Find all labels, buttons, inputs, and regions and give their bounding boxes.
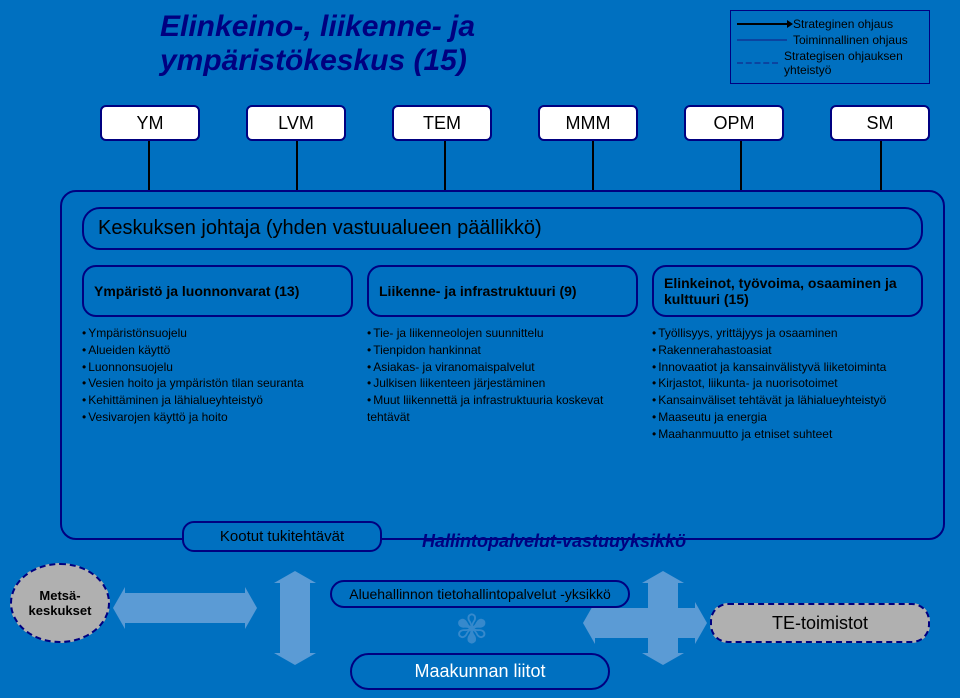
- column-header: Ympäristö ja luonnonvarat (13): [82, 265, 353, 317]
- column-header: Liikenne- ja infrastruktuuri (9): [367, 265, 638, 317]
- emblem-icon: ✾: [455, 607, 489, 653]
- list-item: Muut liikennettä ja infrastruktuuria kos…: [367, 392, 638, 426]
- list-item: Vesivarojen käyttö ja hoito: [82, 409, 353, 426]
- list-item: Vesien hoito ja ympäristön tilan seurant…: [82, 375, 353, 392]
- arrow-horizontal: [595, 608, 695, 638]
- column-items: Työllisyys, yrittäjyys ja osaaminen Rake…: [652, 325, 923, 443]
- arrow-horizontal: [125, 593, 245, 623]
- connector: [296, 141, 298, 190]
- list-item: Luonnonsuojelu: [82, 359, 353, 376]
- column-environment: Ympäristö ja luonnonvarat (13) Ympäristö…: [82, 265, 353, 443]
- column-header: Elinkeinot, työvoima, osaaminen ja kultt…: [652, 265, 923, 317]
- list-item: Maahanmuutto ja etniset suhteet: [652, 426, 923, 443]
- column-items: Tie- ja liikenneolojen suunnittelu Tienp…: [367, 325, 638, 426]
- column-transport: Liikenne- ja infrastruktuuri (9) Tie- ja…: [367, 265, 638, 443]
- connector: [592, 141, 594, 190]
- list-item: Maaseutu ja energia: [652, 409, 923, 426]
- list-item: Tienpidon hankinnat: [367, 342, 638, 359]
- list-item: Kirjastot, liikunta- ja nuorisotoimet: [652, 375, 923, 392]
- list-item: Julkisen liikenteen järjestäminen: [367, 375, 638, 392]
- ministries-row: YM LVM TEM MMM OPM SM: [100, 105, 930, 141]
- arrow-vertical: [280, 583, 310, 653]
- legend-label-coop: Strategisen ohjauksen yhteistyö: [784, 49, 923, 77]
- ministry-box: LVM: [246, 105, 346, 141]
- maakunnan-box: Maakunnan liitot: [350, 653, 610, 690]
- hallinto-label: Hallintopalvelut-vastuuyksikkö: [422, 531, 686, 552]
- list-item: Työllisyys, yrittäjyys ja osaaminen: [652, 325, 923, 342]
- list-item: Kansainväliset tehtävät ja lähialueyhtei…: [652, 392, 923, 409]
- kootut-box: Kootut tukitehtävät: [182, 521, 382, 552]
- ministry-box: OPM: [684, 105, 784, 141]
- ministry-box: TEM: [392, 105, 492, 141]
- legend-label-operational: Toiminnallinen ohjaus: [793, 33, 908, 47]
- director-box: Keskuksen johtaja (yhden vastuualueen pä…: [82, 207, 923, 250]
- metsa-box: Metsä-keskukset: [10, 563, 110, 643]
- list-item: Rakennerahastoasiat: [652, 342, 923, 359]
- list-item: Ympäristönsuojelu: [82, 325, 353, 342]
- list-item: Tie- ja liikenneolojen suunnittelu: [367, 325, 638, 342]
- list-item: Kehittäminen ja lähialueyhteistyö: [82, 392, 353, 409]
- page-title: Elinkeino-, liikenne- ja ympäristökeskus…: [160, 10, 610, 78]
- te-box: TE-toimistot: [710, 603, 930, 643]
- legend: Strateginen ohjaus Toiminnallinen ohjaus…: [730, 10, 930, 84]
- ministry-box: SM: [830, 105, 930, 141]
- list-item: Asiakas- ja viranomaispalvelut: [367, 359, 638, 376]
- list-item: Alueiden käyttö: [82, 342, 353, 359]
- legend-label-strategic: Strateginen ohjaus: [793, 17, 893, 31]
- alue-box: Aluehallinnon tietohallintopalvelut -yks…: [330, 580, 630, 608]
- ministry-box: YM: [100, 105, 200, 141]
- column-economy: Elinkeinot, työvoima, osaaminen ja kultt…: [652, 265, 923, 443]
- center-box: Keskuksen johtaja (yhden vastuualueen pä…: [60, 190, 945, 540]
- ministry-box: MMM: [538, 105, 638, 141]
- connector: [148, 141, 150, 190]
- connector: [740, 141, 742, 190]
- list-item: Innovaatiot ja kansainvälistyvä liiketoi…: [652, 359, 923, 376]
- legend-line-operational: [737, 39, 787, 41]
- legend-line-strategic: [737, 23, 787, 25]
- column-items: Ympäristönsuojelu Alueiden käyttö Luonno…: [82, 325, 353, 426]
- connector: [880, 141, 882, 190]
- legend-line-coop: [737, 62, 778, 64]
- connector: [444, 141, 446, 190]
